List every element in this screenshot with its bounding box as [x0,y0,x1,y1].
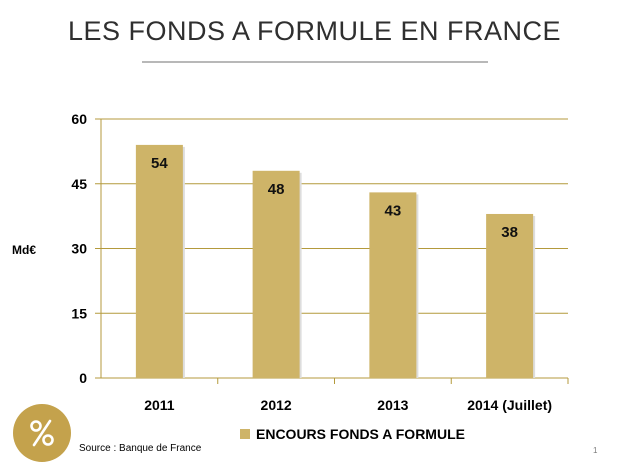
page-title: LES FONDS A FORMULE EN FRANCE [67,16,562,46]
y-tick-label: 45 [71,176,87,192]
bar [252,170,300,378]
data-label: 54 [151,155,168,172]
legend-swatch [240,429,250,439]
y-tick-label: 15 [71,305,87,321]
data-label: 48 [268,181,285,198]
bar [486,213,534,378]
bar [135,144,183,378]
title-divider [142,61,488,63]
y-tick-label: 30 [71,241,87,257]
percent-icon [30,419,54,447]
y-tick-label: 60 [71,111,87,127]
y-tick-label: 0 [79,370,87,386]
bar [369,192,417,378]
legend: ENCOURS FONDS A FORMULE [240,424,465,444]
x-tick-label: 2014 (Juillet) [467,397,552,413]
x-tick-label: 2013 [377,397,408,413]
percent-badge [13,404,71,462]
page-number: 1 [593,446,598,455]
data-label: 38 [501,224,518,241]
source-note: Source : Banque de France [79,443,202,454]
data-label: 43 [385,202,402,219]
legend-label: ENCOURS FONDS A FORMULE [256,426,465,442]
x-tick-label: 2012 [261,397,292,413]
y-axis-label: Md€ [12,243,36,257]
x-tick-label: 2011 [144,397,175,413]
